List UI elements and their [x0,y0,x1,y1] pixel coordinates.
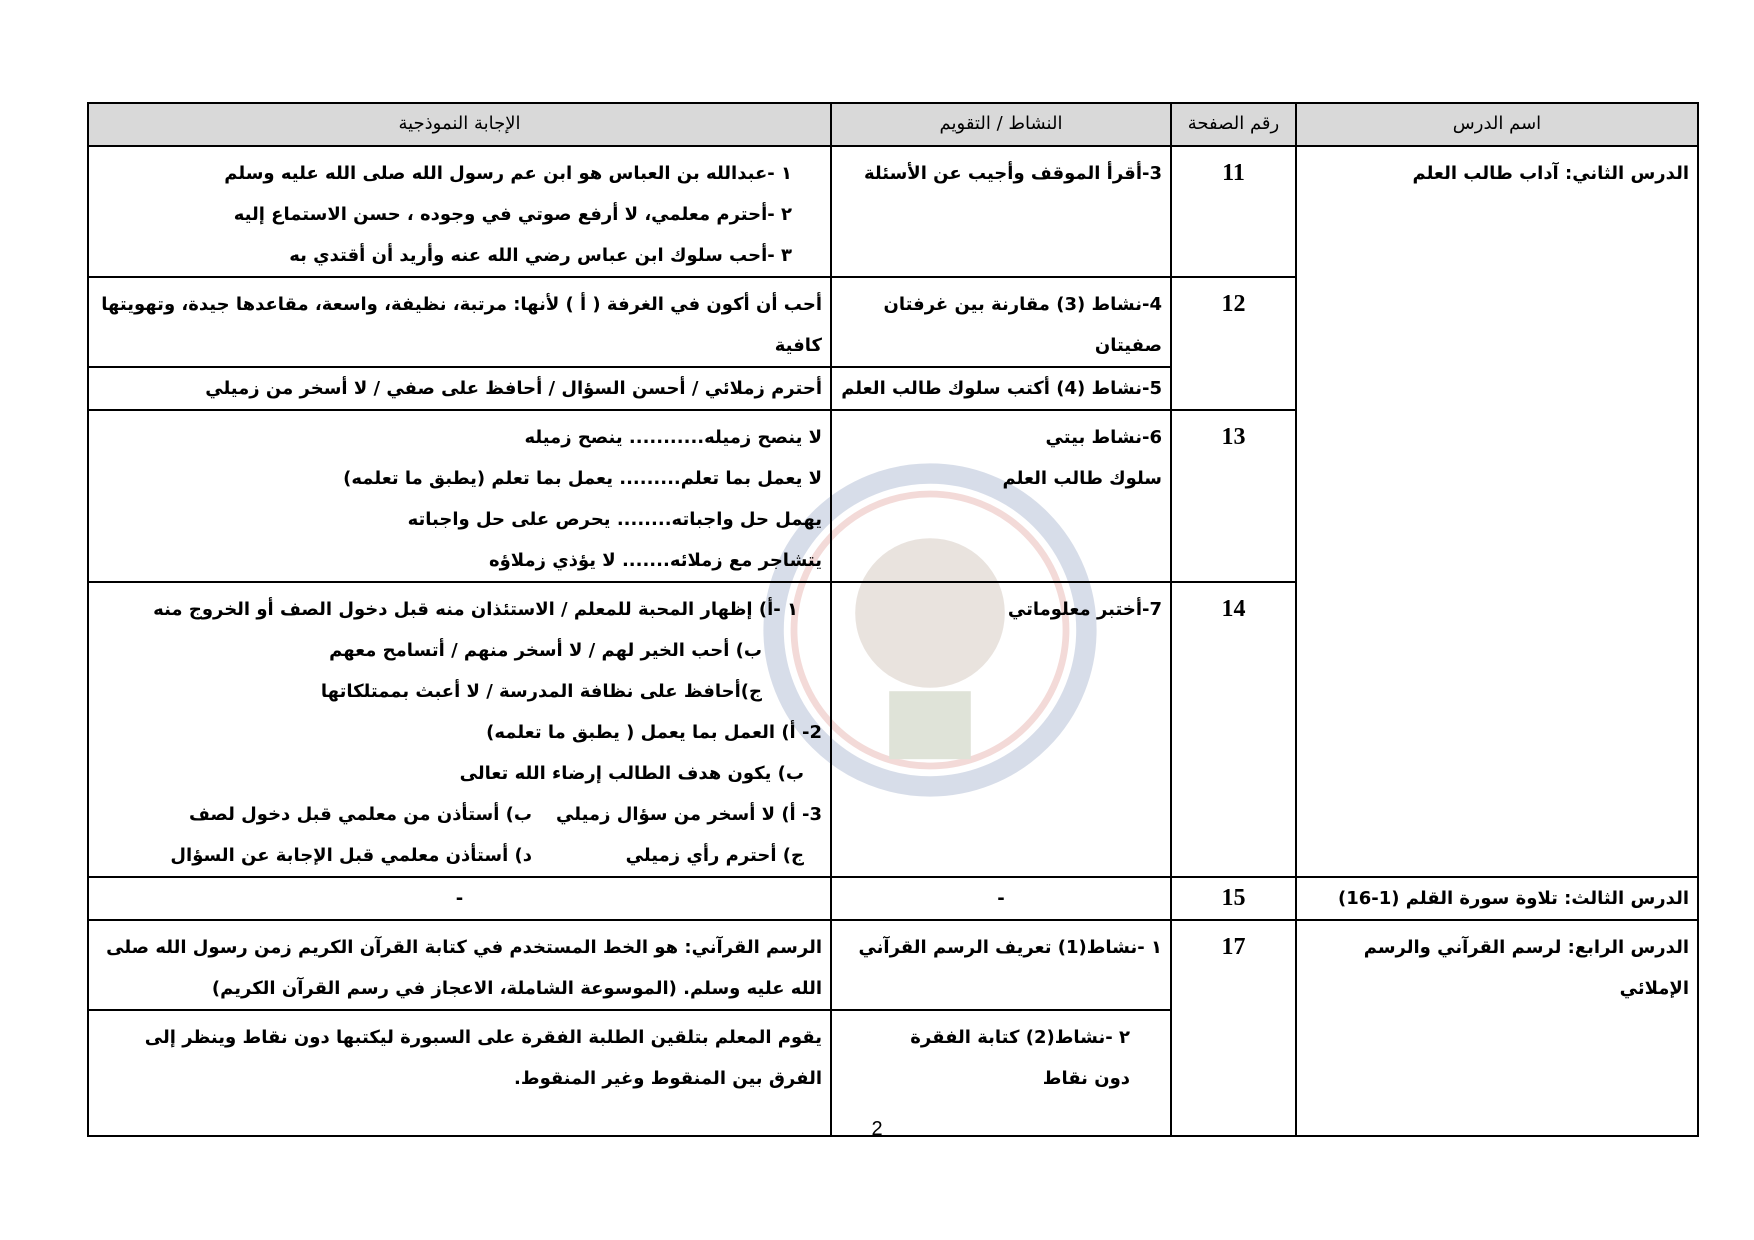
table-row: الدرس الثاني: آداب طالب العلم 11 3-أقرأ … [87,145,1699,878]
curriculum-answer-table: اسم الدرس رقم الصفحة النشاط / التقويم ال… [87,102,1699,1137]
answer-cell: يقوم المعلم بتلقين الطلبة الفقرة على الس… [87,1009,832,1137]
activity-cell: 4-نشاط (3) مقارنة بين غرفتان صفيتان [830,276,1172,368]
page-cell: 13 [1170,409,1297,583]
page-cell: 14 [1170,581,1297,878]
page-number: 2 [871,1118,883,1140]
answer-line: لا يعمل بما تعلم......... يعمل بما تعلم … [343,468,822,489]
answer-line: لا ينصح زميله........... ينصح زميله [524,427,822,448]
answer-line: ج)أحافظ على نظافة المدرسة / لا أعبث بممت… [320,681,762,702]
answer-option: ب) أستأذن من معلمي قبل دخول لصف [188,804,532,825]
lesson-cell: الدرس الثاني: آداب طالب العلم [1295,145,1699,878]
activity-cell: 7-أختبر معلوماتي [830,581,1172,878]
table-row: ٢ -نشاط(2) كتابة الفقرة دون نقاط يقوم ال… [87,1009,1698,1137]
page-cell: 17 [1170,919,1297,1137]
answer-option: د) أستأذن معلمي قبل الإجابة عن السؤال [170,845,532,866]
header-page: رقم الصفحة [1170,102,1297,147]
answer-line: يتشاجر مع زملائه....... لا يؤذي زملاؤه [488,550,822,571]
page-cell: 15 [1170,876,1297,921]
answer-cell: ١ -أ) إظهار المحبة للمعلم / الاستئذان من… [87,581,832,878]
answer-cell: أحترم زملائي / أحسن السؤال / أحافظ على ص… [87,366,832,411]
answer-line: ج) أحترم رأي زميلي د) أستأذن معلمي قبل ال… [97,835,822,876]
header-answer: الإجابة النموذجية [87,102,832,147]
table-row: 14 7-أختبر معلوماتي ١ -أ) إظهار المحبة ل… [87,581,1698,878]
header-lesson: اسم الدرس [1295,102,1699,147]
table-row: الدرس الرابع: لرسم القرآني والرسم الإملا… [87,919,1699,1137]
lesson-cell: الدرس الثالث: تلاوة سورة القلم (1-16) [1295,876,1699,921]
answer-line: ب) أحب الخير لهم / لا أسخر منهم / أتسامح… [329,640,762,661]
activity-cell: ٢ -نشاط(2) كتابة الفقرة دون نقاط [830,1009,1172,1137]
answer-option: ج) أحترم رأي زميلي [625,845,804,866]
activity-cell: 5-نشاط (4) أكتب سلوك طالب العلم [830,366,1172,411]
activity-cell: - [830,876,1172,921]
activity-line: سلوك طالب العلم [1002,468,1162,489]
answer-line: ١ -عبدالله بن العباس هو ابن عم رسول الله… [224,163,792,184]
answer-line: يهمل حل واجباته........ يحرص على حل واجب… [407,509,822,530]
table-row: 13 6-نشاط بيتي سلوك طالب العلم لا ينصح ز… [87,409,1698,583]
answer-line: ٣ -أحب سلوك ابن عباس رضي الله عنه وأريد … [289,245,792,266]
activity-line: 6-نشاط بيتي [1045,427,1162,448]
answer-cell: لا ينصح زميله........... ينصح زميله لا ي… [87,409,832,583]
answer-line: 3- أ) لا أسخر من سؤال زميلي ب) أستأذن من … [97,794,822,835]
header-activity: النشاط / التقويم [830,102,1172,147]
answer-line: ب) يكون هدف الطالب إرضاء الله تعالى [459,763,804,784]
page-cell: 12 [1170,276,1297,411]
table-row: 5-نشاط (4) أكتب سلوك طالب العلم أحترم زم… [87,366,1698,411]
activity-cell: 6-نشاط بيتي سلوك طالب العلم [830,409,1172,583]
answer-line: ٢ -أحترم معلمي، لا أرفع صوتي في وجوده ، … [233,204,792,225]
activity-cell: ١ -نشاط(1) تعريف الرسم القرآني [830,919,1172,1011]
activity-cell: 3-أقرأ الموقف وأجيب عن الأسئلة [830,145,1172,278]
page-cell: 11 [1170,145,1297,278]
table-header-row: اسم الدرس رقم الصفحة النشاط / التقويم ال… [87,102,1699,147]
answer-line: 2- أ) العمل بما يعمل ( يطبق ما تعلمه) [486,722,822,743]
answer-line: ١ -أ) إظهار المحبة للمعلم / الاستئذان من… [153,599,798,620]
answer-option: 3- أ) لا أسخر من سؤال زميلي [556,804,822,825]
table-row: 12 4-نشاط (3) مقارنة بين غرفتان صفيتان أ… [87,276,1698,411]
answer-cell: الرسم القرآني: هو الخط المستخدم في كتابة… [87,919,832,1011]
answer-cell: - [87,876,832,921]
answer-cell: أحب أن أكون في الغرفة ( أ ) لأنها: مرتبة… [87,276,832,368]
table-row: الدرس الثالث: تلاوة سورة القلم (1-16) 15… [87,876,1699,921]
answer-cell: ١ -عبدالله بن العباس هو ابن عم رسول الله… [87,145,832,278]
lesson-cell: الدرس الرابع: لرسم القرآني والرسم الإملا… [1295,919,1699,1137]
